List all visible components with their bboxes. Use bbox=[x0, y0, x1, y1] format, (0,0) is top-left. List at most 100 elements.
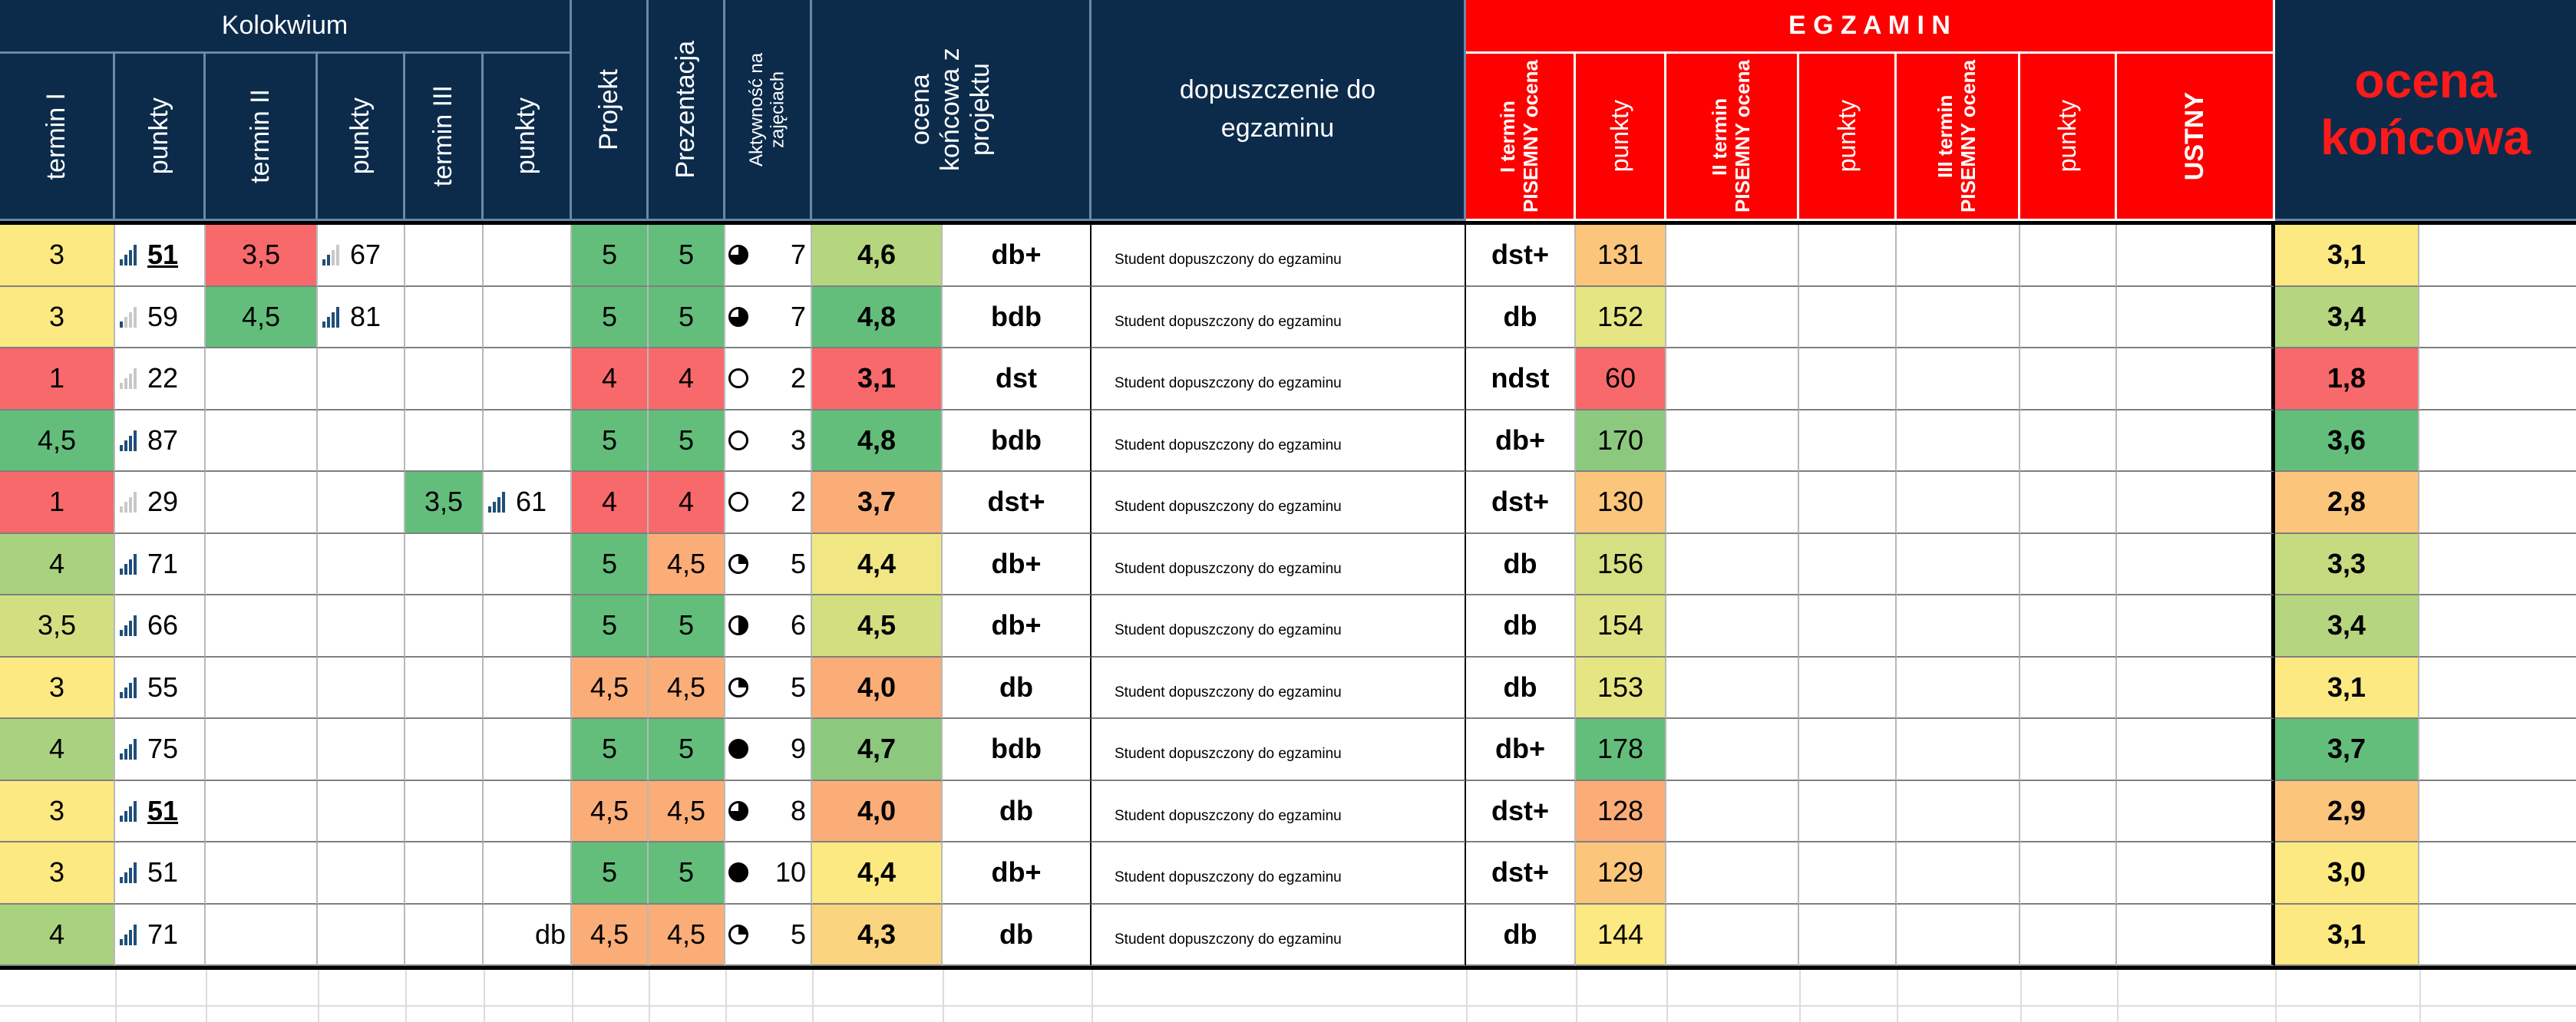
header-ocena-koncowa[interactable]: ocena końcowa bbox=[2275, 0, 2576, 221]
cell-punkty-2[interactable]: 81 bbox=[318, 286, 405, 348]
cell-dopuszczenie[interactable]: Student dopuszczony do egzaminu bbox=[1091, 410, 1466, 472]
cell-ocena-projekt-slownie[interactable]: dst+ bbox=[943, 472, 1091, 534]
cell-ocena-projekt[interactable]: 4,0 bbox=[812, 780, 943, 842]
cell-ocena-koncowa[interactable]: 3,6 bbox=[2275, 410, 2419, 472]
cell-e3p[interactable] bbox=[2020, 904, 2117, 966]
cell-punkty-3[interactable] bbox=[484, 348, 572, 410]
cell-aktywnosc[interactable]: 8 bbox=[725, 780, 812, 842]
cell-ocena-koncowa[interactable]: 3,7 bbox=[2275, 719, 2419, 781]
cell-projekt[interactable]: 5 bbox=[572, 595, 649, 658]
cell-punkty-3[interactable] bbox=[484, 595, 572, 658]
cell-extra[interactable] bbox=[2419, 348, 2576, 410]
cell-termin-2[interactable] bbox=[206, 533, 318, 595]
cell-e3[interactable] bbox=[1897, 780, 2020, 842]
cell-termin-3[interactable] bbox=[405, 286, 484, 348]
cell-prezentacja[interactable]: 4,5 bbox=[649, 533, 725, 595]
cell-extra[interactable] bbox=[2419, 225, 2576, 287]
header-dopuszczenie[interactable]: dopuszczenie do egzaminu bbox=[1091, 0, 1466, 221]
cell-punkty-2[interactable] bbox=[318, 410, 405, 472]
cell-aktywnosc[interactable]: 7 bbox=[725, 286, 812, 348]
header-e3-punkty[interactable]: punkty bbox=[2020, 54, 2117, 221]
cell-termin-1[interactable]: 1 bbox=[0, 472, 115, 534]
cell-e2[interactable] bbox=[1666, 533, 1799, 595]
cell-e2p[interactable] bbox=[1799, 842, 1897, 905]
cell-ocena-projekt-slownie[interactable]: db bbox=[943, 904, 1091, 966]
header-termin-3[interactable]: termin III bbox=[405, 54, 484, 221]
cell-aktywnosc[interactable]: 3 bbox=[725, 410, 812, 472]
cell-ustny[interactable] bbox=[2117, 472, 2275, 534]
cell-e3p[interactable] bbox=[2020, 286, 2117, 348]
cell-termin-2[interactable] bbox=[206, 904, 318, 966]
cell-projekt[interactable]: 5 bbox=[572, 410, 649, 472]
cell-prezentacja[interactable]: 5 bbox=[649, 719, 725, 781]
cell-ocena-koncowa[interactable]: 3,4 bbox=[2275, 286, 2419, 348]
cell-ustny[interactable] bbox=[2117, 225, 2275, 287]
cell-ocena-projekt-slownie[interactable]: dst bbox=[943, 348, 1091, 410]
cell-ocena-projekt-slownie[interactable]: db+ bbox=[943, 842, 1091, 905]
cell-e2p[interactable] bbox=[1799, 780, 1897, 842]
cell-egzamin-1-ocena[interactable]: ndst bbox=[1466, 348, 1576, 410]
cell-termin-3[interactable] bbox=[405, 348, 484, 410]
cell-egzamin-1-punkty[interactable]: 60 bbox=[1576, 348, 1666, 410]
cell-termin-2[interactable] bbox=[206, 780, 318, 842]
cell-termin-3[interactable] bbox=[405, 595, 484, 658]
cell-punkty-2[interactable] bbox=[318, 533, 405, 595]
cell-punkty-1[interactable]: 66 bbox=[115, 595, 206, 658]
cell-ocena-projekt-slownie[interactable]: db+ bbox=[943, 533, 1091, 595]
cell-termin-1[interactable]: 3 bbox=[0, 225, 115, 287]
cell-projekt[interactable]: 5 bbox=[572, 842, 649, 905]
cell-ocena-projekt-slownie[interactable]: bdb bbox=[943, 286, 1091, 348]
cell-dopuszczenie[interactable]: Student dopuszczony do egzaminu bbox=[1091, 286, 1466, 348]
cell-e3p[interactable] bbox=[2020, 533, 2117, 595]
cell-aktywnosc[interactable]: 5 bbox=[725, 904, 812, 966]
cell-ustny[interactable] bbox=[2117, 657, 2275, 719]
cell-dopuszczenie[interactable]: Student dopuszczony do egzaminu bbox=[1091, 780, 1466, 842]
cell-dopuszczenie[interactable]: Student dopuszczony do egzaminu bbox=[1091, 225, 1466, 287]
header-projekt[interactable]: Projekt bbox=[572, 0, 649, 221]
cell-ocena-projekt[interactable]: 4,4 bbox=[812, 533, 943, 595]
cell-punkty-1[interactable]: 51 bbox=[115, 225, 206, 287]
cell-punkty-1[interactable]: 55 bbox=[115, 657, 206, 719]
header-e3-ocena[interactable]: III termin PISEMNY ocena bbox=[1897, 54, 2020, 221]
cell-termin-2[interactable]: 4,5 bbox=[206, 286, 318, 348]
cell-punkty-1[interactable]: 71 bbox=[115, 533, 206, 595]
cell-ocena-projekt-slownie[interactable]: db bbox=[943, 657, 1091, 719]
cell-punkty-1[interactable]: 71 bbox=[115, 904, 206, 966]
cell-e2[interactable] bbox=[1666, 348, 1799, 410]
cell-ocena-projekt[interactable]: 4,6 bbox=[812, 225, 943, 287]
cell-punkty-3[interactable] bbox=[484, 533, 572, 595]
cell-e3p[interactable] bbox=[2020, 225, 2117, 287]
cell-egzamin-1-ocena[interactable]: dst+ bbox=[1466, 842, 1576, 905]
cell-extra[interactable] bbox=[2419, 719, 2576, 781]
cell-punkty-1[interactable]: 29 bbox=[115, 472, 206, 534]
cell-ocena-koncowa[interactable]: 3,1 bbox=[2275, 904, 2419, 966]
cell-extra[interactable] bbox=[2419, 842, 2576, 905]
cell-ocena-projekt[interactable]: 4,8 bbox=[812, 286, 943, 348]
cell-termin-3[interactable] bbox=[405, 780, 484, 842]
header-e1-ocena[interactable]: I termin PISEMNY ocena bbox=[1466, 54, 1576, 221]
cell-extra[interactable] bbox=[2419, 287, 2576, 348]
cell-aktywnosc[interactable]: 5 bbox=[725, 657, 812, 719]
cell-ocena-projekt[interactable]: 4,8 bbox=[812, 410, 943, 472]
cell-termin-1[interactable]: 4 bbox=[0, 904, 115, 966]
cell-ocena-koncowa[interactable]: 3,1 bbox=[2275, 657, 2419, 719]
cell-prezentacja[interactable]: 5 bbox=[649, 286, 725, 348]
cell-e2p[interactable] bbox=[1799, 348, 1897, 410]
cell-egzamin-1-ocena[interactable]: dst+ bbox=[1466, 780, 1576, 842]
cell-prezentacja[interactable]: 4 bbox=[649, 348, 725, 410]
cell-punkty-3[interactable] bbox=[484, 225, 572, 287]
cell-punkty-3[interactable]: 61 bbox=[484, 472, 572, 534]
cell-termin-1[interactable]: 4,5 bbox=[0, 410, 115, 472]
cell-ustny[interactable] bbox=[2117, 780, 2275, 842]
cell-prezentacja[interactable]: 5 bbox=[649, 225, 725, 287]
cell-ocena-koncowa[interactable]: 3,3 bbox=[2275, 533, 2419, 595]
cell-termin-2[interactable] bbox=[206, 472, 318, 534]
cell-punkty-3[interactable] bbox=[484, 657, 572, 719]
cell-e2p[interactable] bbox=[1799, 657, 1897, 719]
cell-egzamin-1-ocena[interactable]: dst+ bbox=[1466, 472, 1576, 534]
cell-ocena-koncowa[interactable]: 1,8 bbox=[2275, 348, 2419, 410]
cell-e3[interactable] bbox=[1897, 472, 2020, 534]
header-ocena-koncowa-projekt[interactable]: ocena końcowa z projektu bbox=[812, 0, 1091, 221]
cell-prezentacja[interactable]: 4,5 bbox=[649, 780, 725, 842]
cell-punkty-1[interactable]: 75 bbox=[115, 719, 206, 781]
